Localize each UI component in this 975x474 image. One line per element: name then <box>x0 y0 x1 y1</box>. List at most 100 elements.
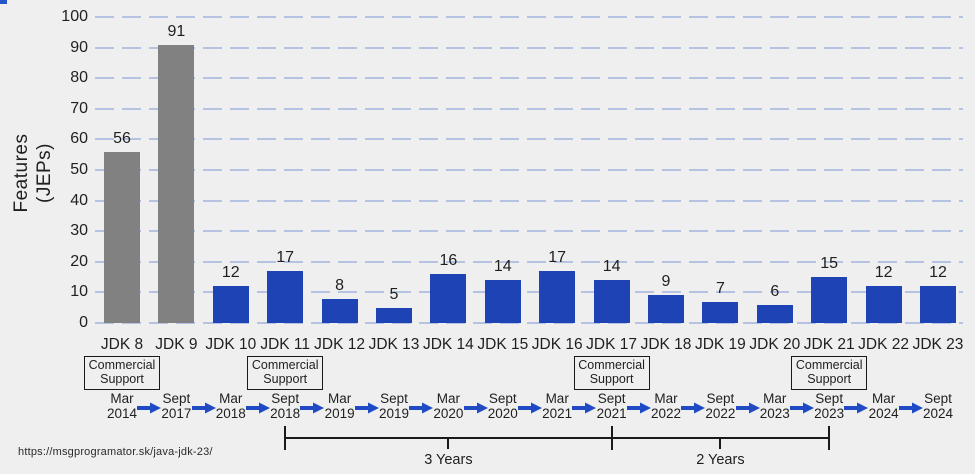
x-category-label: JDK 17 <box>586 336 638 353</box>
timeline-bracket-tick <box>447 437 450 449</box>
release-date-line: 2022 <box>650 406 682 421</box>
bar-value-label: 9 <box>661 273 671 291</box>
arrow-right-icon <box>898 402 923 414</box>
x-category-label: JDK 19 <box>694 336 746 353</box>
release-date: Sept 2023 <box>801 391 857 421</box>
release-date: Sept 2018 <box>257 391 313 421</box>
timeline-bracket-endpoint <box>284 426 287 450</box>
bar-value-label: 8 <box>335 276 345 294</box>
gridline <box>95 46 963 49</box>
arrow-right-icon <box>409 402 434 414</box>
commercial-support-label-line: Support <box>589 371 634 386</box>
y-tick-label: 20 <box>70 252 88 270</box>
bar-value-label: 16 <box>439 252 458 270</box>
release-date-line: Sept <box>815 391 844 406</box>
bar-jdk16 <box>539 270 576 323</box>
bar-value-label: 91 <box>167 22 186 40</box>
x-category-label: JDK 8 <box>100 336 144 353</box>
x-category-label: JDK 9 <box>155 336 198 353</box>
x-category-label: JDK 14 <box>422 336 474 353</box>
commercial-support-box: Commercial Support <box>573 356 650 390</box>
release-date-line: 2023 <box>814 406 845 421</box>
commercial-support-label-line: Support <box>263 371 308 386</box>
commercial-support-label-line: Commercial <box>795 358 863 372</box>
arrow-right-icon <box>300 402 325 414</box>
release-date-line: 2022 <box>705 406 736 421</box>
release-date: Mar 2022 <box>638 391 694 421</box>
release-date: Mar 2018 <box>203 391 259 421</box>
release-date: Sept 2022 <box>692 391 748 421</box>
release-date: Sept 2021 <box>584 391 640 421</box>
release-date-line: 2020 <box>433 406 464 421</box>
timeline-bracket-endpoint <box>828 426 831 450</box>
release-date: Sept 2024 <box>910 391 966 421</box>
bar-jdk9 <box>158 44 195 323</box>
release-date-line: 2023 <box>759 406 790 421</box>
bar-jdk22 <box>865 286 902 323</box>
release-date-line: Mar <box>763 391 787 406</box>
arrow-right-icon <box>463 402 488 414</box>
y-tick-label: 50 <box>70 161 88 178</box>
x-category-label: JDK 21 <box>803 336 855 353</box>
arrow-right-icon <box>626 402 651 414</box>
release-date-line: 2021 <box>596 406 627 421</box>
x-category-label: JDK 22 <box>858 336 910 353</box>
release-date-line: Mar <box>110 391 134 406</box>
bar-jdk21 <box>811 277 848 323</box>
release-date-line: Mar <box>654 391 678 406</box>
release-date: Sept 2020 <box>475 391 531 421</box>
gridline <box>95 322 963 324</box>
y-tick-label: 80 <box>70 69 88 87</box>
commercial-support-label-line: Commercial <box>251 358 319 372</box>
bracket-label: 2 Years <box>696 452 745 468</box>
release-date: Mar 2014 <box>94 391 150 421</box>
release-date-line: 2021 <box>542 406 573 421</box>
bar-value-label: 12 <box>929 264 947 282</box>
y-tick-label: 0 <box>79 314 88 331</box>
arrow-right-icon <box>246 402 270 414</box>
gridline <box>95 291 963 294</box>
gridline <box>95 77 963 80</box>
commercial-support-label-line: Support <box>100 371 144 386</box>
commercial-support-label-line: Support <box>807 371 852 386</box>
source-url: https://msgprogramator.sk/java-jdk-23/ <box>18 446 213 458</box>
arrow-right-icon <box>354 402 379 414</box>
bar-jdk10 <box>212 286 249 323</box>
gridline <box>95 16 963 18</box>
release-date-line: Sept <box>706 391 735 406</box>
release-date-line: 2018 <box>270 406 301 421</box>
release-date-line: 2020 <box>487 406 518 421</box>
x-category-label: JDK 12 <box>314 336 366 353</box>
bar-jdk23 <box>920 286 956 323</box>
commercial-support-box: Commercial Support <box>791 356 868 390</box>
bar-value-label: 7 <box>715 279 725 297</box>
release-date-line: 2019 <box>324 406 355 421</box>
release-date: Mar 2020 <box>420 391 476 421</box>
x-category-label: JDK 23 <box>912 336 964 353</box>
y-tick-label: 30 <box>70 222 88 240</box>
bar-value-label: 6 <box>770 282 780 300</box>
gridline <box>95 230 963 233</box>
arrow-right-icon <box>572 402 597 414</box>
gridline <box>95 199 963 202</box>
arrow-right-icon <box>137 402 162 414</box>
bar-value-label: 56 <box>113 129 131 147</box>
release-date: Mar 2021 <box>529 391 585 421</box>
release-date-line: Sept <box>380 391 408 406</box>
release-date: Mar 2019 <box>312 391 368 421</box>
bar-jdk17 <box>593 280 630 323</box>
bar-jdk8 <box>104 151 140 323</box>
release-date-line: Mar <box>545 391 569 406</box>
bar-value-label: 12 <box>874 264 893 282</box>
arrow-right-icon <box>844 402 869 414</box>
corner-accent <box>0 0 7 4</box>
y-tick-label: 60 <box>70 130 88 148</box>
release-date-line: 2024 <box>922 406 954 421</box>
commercial-support-box: Commercial Support <box>247 356 324 390</box>
release-date: Mar 2024 <box>856 391 912 421</box>
release-date-line: 2014 <box>106 406 138 421</box>
release-date-line: Mar <box>327 391 352 406</box>
gridline <box>95 107 963 110</box>
